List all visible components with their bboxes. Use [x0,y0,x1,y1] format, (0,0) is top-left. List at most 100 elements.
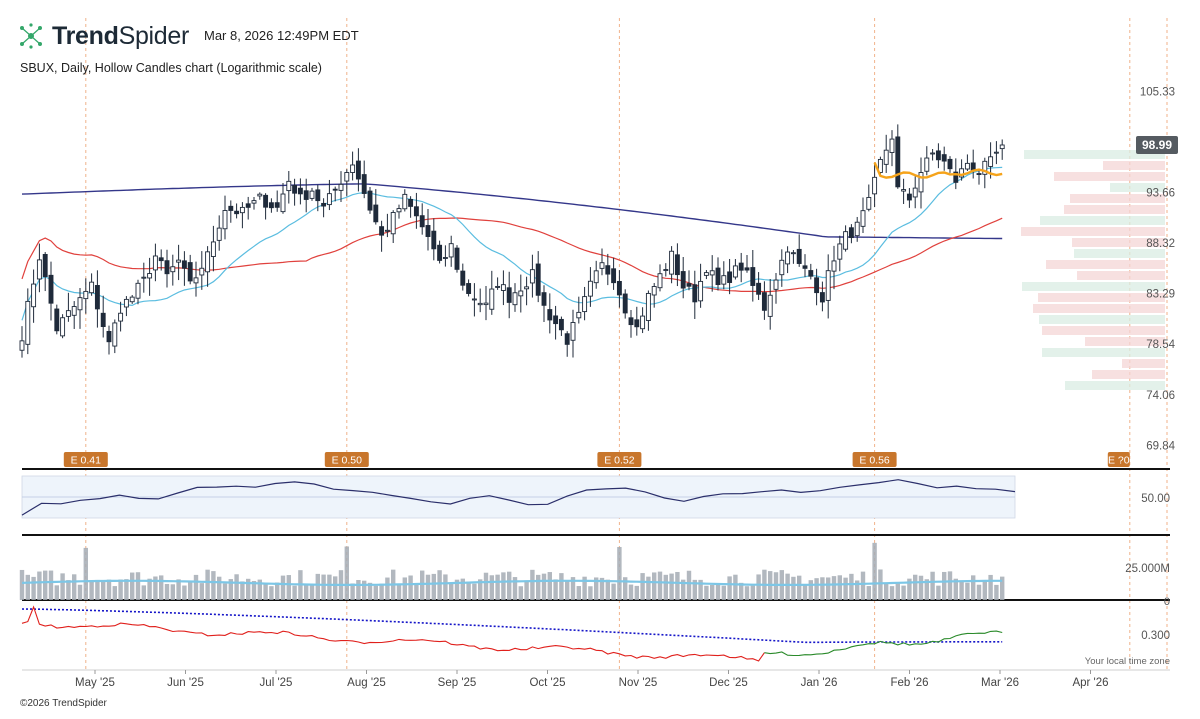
volume-bar [315,573,320,600]
candle [698,263,704,308]
candle-body [448,243,454,258]
candle-body [999,144,1005,150]
candle-body [135,282,141,299]
volume-bar [872,542,877,600]
candle [744,255,750,273]
candle-body [239,206,245,214]
candle-body [118,312,124,322]
candle [373,189,379,225]
candle [529,254,535,298]
volume-bar [918,575,924,600]
candle-body [100,312,106,328]
candle [860,197,866,233]
candle [889,130,895,167]
x-axis-label: Mar '26 [981,677,1019,689]
candle-body [814,277,820,294]
volume-bar [362,580,367,600]
candle-body [773,279,779,290]
volume-bar [739,582,744,600]
volume-bar [280,575,286,600]
volume-bar [170,584,175,600]
candle [906,188,912,208]
candle-body [396,208,402,213]
volume-bar [814,578,819,600]
candle [471,283,477,317]
volume-bar [164,583,170,600]
candle-body [837,243,843,260]
candle-body [802,265,808,269]
candle [332,186,338,202]
candle-body [477,302,483,306]
candle-body [31,283,37,308]
candle-body [558,318,564,331]
candle [408,196,414,218]
candle-body [564,333,570,345]
candle [993,141,999,165]
candle-body [408,198,414,207]
volume-bar [269,586,274,600]
candle [616,270,622,308]
candle-body [848,227,854,239]
candle [802,254,808,278]
volume-bar [657,571,663,600]
volume-bar [669,573,674,600]
candle [338,171,344,202]
candle [576,296,582,324]
candle-body [112,322,118,347]
volume-bar [617,546,622,600]
candle-body [437,244,443,261]
candle [448,235,454,267]
candle [152,243,158,282]
candle [593,260,599,289]
candle-body [930,152,936,155]
volume-bar [437,570,442,600]
volume-profile-bar [1074,249,1165,258]
volume-bar [686,570,692,600]
candle-body [106,330,112,343]
volume-bar [222,583,228,600]
volume-bar [402,577,407,600]
candle-body [669,250,675,275]
candle [796,234,802,267]
volume-bar [95,579,100,600]
candle-body [935,150,941,161]
volume-bar [971,575,976,600]
earnings-badge [597,452,642,467]
candle-body [645,292,651,321]
candle-body [947,158,953,170]
volume-bar [25,574,30,600]
volume-profile-bar [1038,293,1165,302]
volume-bar [507,571,512,600]
candle-body [129,296,135,303]
volume-bar [60,573,65,600]
candle-body [495,285,501,288]
earnings-badge [852,452,897,467]
candle [83,278,89,314]
volume-bar [541,573,547,600]
volume-bar [756,574,761,600]
candle [582,286,588,321]
candle-body [628,317,634,326]
candle-body [338,183,344,191]
candle [297,178,303,205]
brand-light-text: Spider [118,21,190,50]
candle-body [906,193,912,201]
candle-body [831,260,837,272]
volume-bar [321,574,326,600]
volume-profile-bar [1022,282,1165,291]
candle [547,293,553,334]
candle-body [361,174,367,194]
candle-body [599,262,605,269]
volume-bar [54,585,59,600]
candle-body [251,200,257,204]
candle [680,256,686,299]
candle [303,178,309,213]
candle-body [663,269,669,271]
candle [315,184,321,212]
candle-body [593,270,599,284]
candle [477,288,483,313]
x-axis-label: Jan '26 [801,677,838,689]
volume-bar [449,583,454,600]
